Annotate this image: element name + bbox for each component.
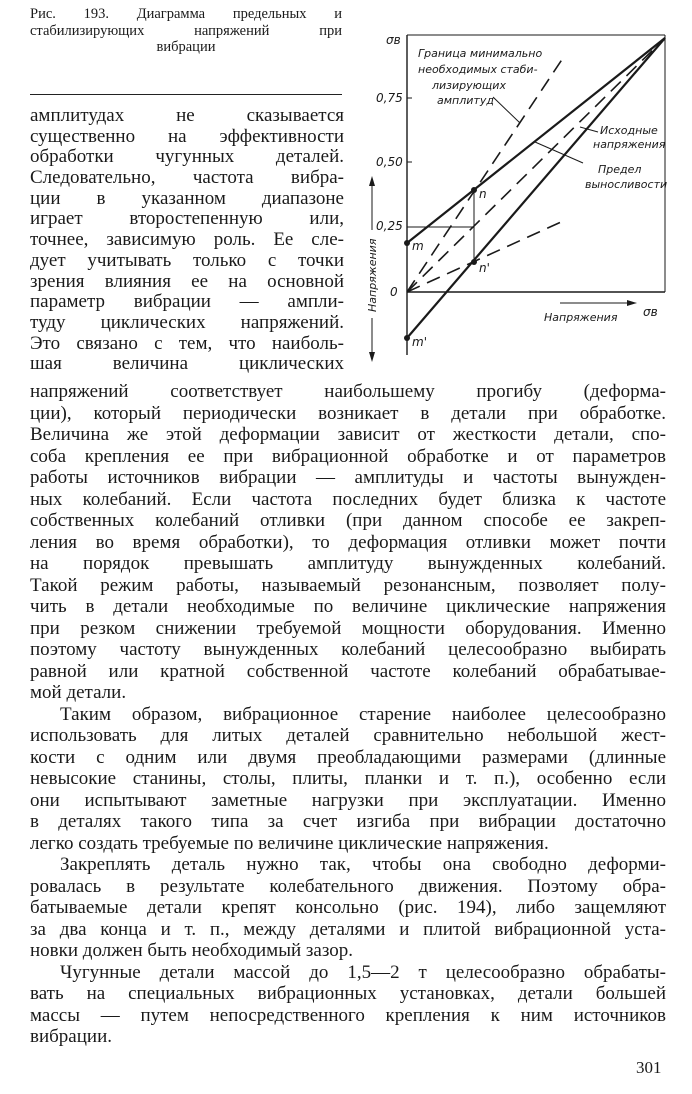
text-line: играет второстепенную или, <box>30 208 344 230</box>
leader-limit <box>534 141 584 164</box>
annotation-initial: Исходные <box>600 124 658 137</box>
annotation-initial: напряжения <box>593 138 666 151</box>
text-line: Такой режим работы, называемый резонансн… <box>30 574 666 596</box>
text-line: равной или кратной собственной частоте к… <box>30 660 666 682</box>
text-line: ции в указанном диапазоне <box>30 187 344 209</box>
body-text: напряжений соответствует наибольшему про… <box>30 381 666 1048</box>
caption-line: стабилизирующих напряжений при <box>30 22 342 39</box>
point-n <box>471 187 477 193</box>
text-line: кости с одним или двумя преобладающими р… <box>30 746 666 768</box>
text-line: туду циклических напряжений. <box>30 311 344 333</box>
annotation-boundary: необходимых стаби- <box>418 63 538 76</box>
annotation-limit: Предел <box>598 163 641 176</box>
text-line: шая величина циклических <box>30 353 344 375</box>
text-line: существенно на эффективности <box>30 125 344 147</box>
text-line: невысокие станины, столы, плиты, планки … <box>30 768 666 789</box>
text-line: Величина же этой деформации зависит от ж… <box>30 424 666 445</box>
figure-caption: Рис. 193. Диаграмма предельных и стабили… <box>30 6 342 56</box>
label-n: n <box>479 187 487 201</box>
lower-limit-line <box>406 37 666 339</box>
text-line: точнее, зависимую роль. Ее сле- <box>30 229 344 251</box>
text-line: массы — путем непосредственного креплени… <box>30 1004 666 1026</box>
tick-label-025: 0,25 <box>376 219 403 233</box>
text-line: зрения влияния ее на основной <box>30 270 344 292</box>
initial-stress-line <box>406 37 666 293</box>
annotation-limit: выносливости <box>585 178 667 191</box>
text-line: батываемые детали крепят консольно (рис.… <box>30 897 666 918</box>
text-line: ных колебаний. Если частота последних бу… <box>30 488 666 510</box>
point-m-prime <box>404 335 410 341</box>
arrow-down-icon <box>369 352 375 362</box>
label-n-prime: n' <box>479 261 490 275</box>
text-line: поэтому частоту вынужденных колебаний це… <box>30 639 666 660</box>
label-m-prime: m' <box>412 335 427 349</box>
text-line: при резком снижении требуемой мощности о… <box>30 617 666 639</box>
text-line: новки должен быть необходимый зазор. <box>30 940 353 961</box>
tick-label-075: 0,75 <box>376 91 403 105</box>
text-line: вибрации. <box>30 1026 112 1047</box>
leader-boundary <box>492 96 521 124</box>
text-line: Закреплять деталь нужно так, чтобы она с… <box>60 854 666 875</box>
caption-divider <box>30 94 342 95</box>
annotation-boundary: амплитуд <box>437 94 494 107</box>
text-line: Это связано с тем, что наиболь- <box>30 332 344 354</box>
origin-label: 0 <box>390 285 398 299</box>
text-line: ления во время обработки), то деформация… <box>30 531 666 553</box>
text-line: легко создать требуемые по величине цикл… <box>30 832 549 854</box>
text-line: на порядок превышать амплитуду вынужденн… <box>30 553 666 574</box>
text-line: амплитудах не сказывается <box>30 105 344 126</box>
text-line: дует учитывать только с точки <box>30 249 344 271</box>
text-line: собственных колебаний отливки (при данно… <box>30 510 666 531</box>
text-line: они испытывают заметные нагрузки при экс… <box>30 789 666 811</box>
text-line: за два конца и т. п., между деталями и п… <box>30 918 666 940</box>
text-line: Чугунные детали массой до 1,5—2 т целесо… <box>60 961 666 983</box>
point-n-prime <box>471 259 477 265</box>
text-line: Следовательно, частота вибра- <box>30 167 344 189</box>
text-line: параметр вибрации — ампли- <box>30 291 344 313</box>
x-axis-label: Напряжения <box>544 311 618 324</box>
text-line: вать на специальных вибрационных установ… <box>30 983 666 1004</box>
tick-label-050: 0,50 <box>376 155 403 169</box>
text-line: напряжений соответствует наибольшему про… <box>30 381 666 402</box>
text-line: использовать для литых деталей сравнител… <box>30 725 666 746</box>
left-column-text: амплитудах не сказывается существенно на … <box>30 105 344 375</box>
text-line: мой детали. <box>30 682 127 703</box>
boundary-line-upper <box>406 57 564 293</box>
annotation-boundary: Граница минимально <box>418 47 542 60</box>
text-line: Таким образом, вибрационное старение наи… <box>60 703 666 725</box>
stress-diagram: σв 0,75 0,50 0,25 0 σв Напряжения Напряж… <box>366 33 667 362</box>
y-axis-label: Напряжения <box>366 238 379 312</box>
annotation-boundary: лизирующих <box>431 79 506 92</box>
caption-line: вибрации <box>156 39 216 55</box>
text-line: чить в детали необходимые по величине ци… <box>30 596 666 617</box>
upper-limit-line <box>406 37 666 244</box>
point-m <box>404 240 410 246</box>
text-line: обработки чугунных деталей. <box>30 146 344 168</box>
sigma-top-label: σв <box>386 33 401 47</box>
arrow-up-icon <box>369 176 375 186</box>
boundary-line-lower <box>406 221 562 293</box>
page-number: 301 <box>636 1058 662 1077</box>
text-line: соба крепления ее при вибрационной обраб… <box>30 445 666 467</box>
caption-line: Рис. 193. Диаграмма предельных и <box>30 6 342 22</box>
sigma-right-label: σв <box>643 305 658 319</box>
leader-initial <box>579 126 599 133</box>
text-line: ции), который периодически возникает в д… <box>30 402 666 424</box>
text-line: ровалась в результате колебательного дви… <box>30 875 666 897</box>
text-line: работы источников вибрации — амплитуды и… <box>30 467 666 488</box>
label-m: m <box>412 239 424 253</box>
text-line: в деталях такого типа за счет изгиба при… <box>30 811 666 832</box>
arrow-right-icon <box>627 300 637 306</box>
